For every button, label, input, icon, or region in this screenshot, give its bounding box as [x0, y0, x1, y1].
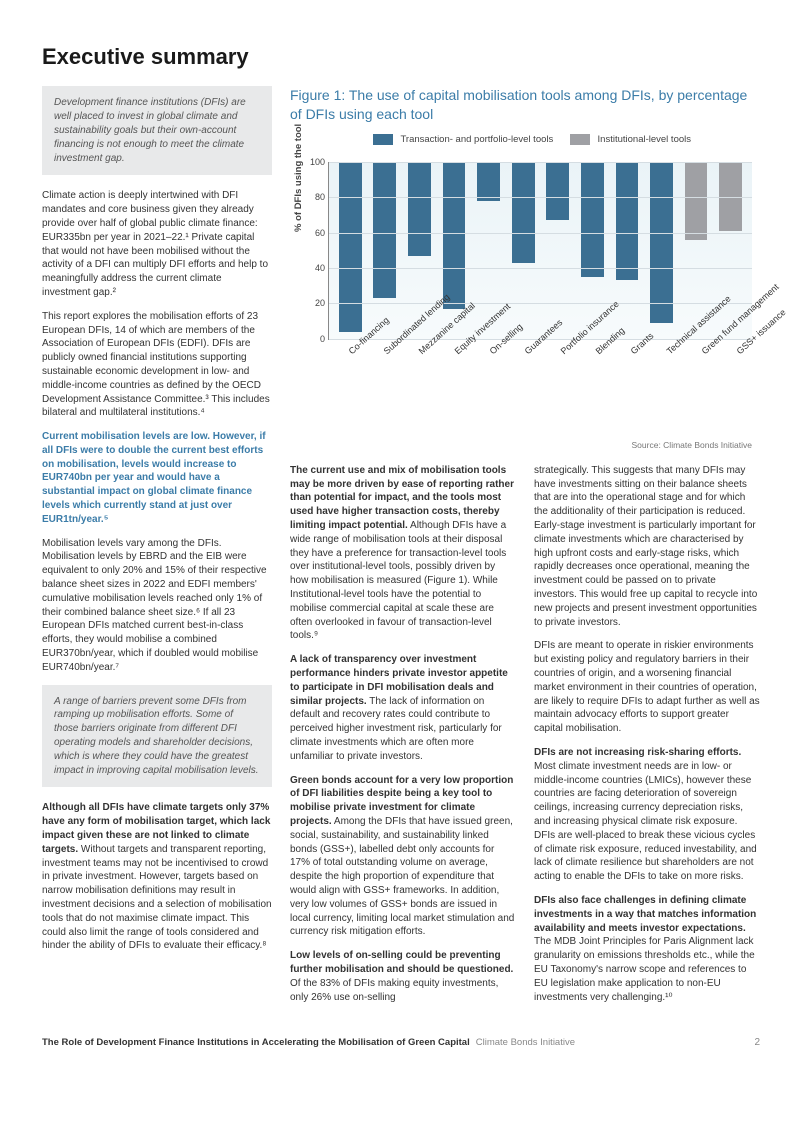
gridline — [329, 233, 752, 234]
y-tick: 100 — [299, 156, 325, 168]
y-tick: 80 — [299, 191, 325, 203]
page-footer: The Role of Development Finance Institut… — [42, 1036, 760, 1050]
gridline — [329, 268, 752, 269]
mid-para-3: Green bonds account for a very low propo… — [290, 774, 516, 940]
x-label-cell: Blending — [575, 342, 610, 452]
legend-swatch-1 — [373, 134, 393, 145]
bars-container — [329, 162, 752, 339]
x-labels: Co-financingSubordinated lendingMezzanin… — [328, 342, 752, 452]
figure-title: Figure 1: The use of capital mobilisatio… — [290, 86, 760, 122]
x-label-cell: Mezzanine capital — [399, 342, 434, 452]
mid-para-2: A lack of transparency over investment p… — [290, 653, 516, 763]
lower-columns: The current use and mix of mobilisation … — [290, 464, 760, 1014]
bar — [616, 162, 639, 281]
right-column: strategically. This suggests that many D… — [534, 464, 760, 1014]
legend-label-2: Institutional-level tools — [598, 134, 691, 145]
x-label-cell: Subordinated lending — [363, 342, 398, 452]
bar — [408, 162, 431, 256]
legend-label-1: Transaction- and portfolio-level tools — [400, 134, 553, 145]
right-para-1: strategically. This suggests that many D… — [534, 464, 760, 630]
gridline — [329, 162, 752, 163]
left-emphasis: Current mobilisation levels are low. How… — [42, 430, 272, 527]
x-label-cell: Co-financing — [328, 342, 363, 452]
x-label-cell: GSS+ issuance — [717, 342, 752, 452]
intro-callout: Development finance institutions (DFIs) … — [42, 86, 272, 175]
bar-column — [644, 162, 679, 339]
right-para-4: DFIs also face challenges in defining cl… — [534, 894, 760, 1004]
barriers-callout: A range of barriers prevent some DFIs fr… — [42, 685, 272, 788]
right-area: Figure 1: The use of capital mobilisatio… — [290, 86, 760, 1014]
mid-para-1: The current use and mix of mobilisation … — [290, 464, 516, 643]
left-para-2: This report explores the mobilisation ef… — [42, 310, 272, 420]
y-tick: 20 — [299, 297, 325, 309]
bar-column — [368, 162, 403, 339]
right-para-3: DFIs are not increasing risk-sharing eff… — [534, 746, 760, 884]
mid-para-4: Low levels of on-selling could be preven… — [290, 949, 516, 1004]
x-label-cell: Portfolio insurance — [540, 342, 575, 452]
x-label-cell: Green fund management — [681, 342, 716, 452]
page-title: Executive summary — [42, 42, 760, 72]
left-para-4: Although all DFIs have climate targets o… — [42, 801, 272, 953]
footer-org: Climate Bonds Initiative — [476, 1036, 575, 1049]
x-label-cell: Equity investment — [434, 342, 469, 452]
mid-column: The current use and mix of mobilisation … — [290, 464, 516, 1014]
chart-source: Source: Climate Bonds Initiative — [632, 440, 752, 452]
x-label-cell: Guarantees — [505, 342, 540, 452]
bar-column — [506, 162, 541, 339]
bar-column — [540, 162, 575, 339]
bar — [477, 162, 500, 201]
legend-swatch-2 — [570, 134, 590, 145]
plot-area: 020406080100 — [328, 162, 752, 340]
left-para-1: Climate action is deeply intertwined wit… — [42, 189, 272, 299]
footer-title: The Role of Development Finance Institut… — [42, 1036, 470, 1049]
x-label-cell: On-selling — [469, 342, 504, 452]
bar — [512, 162, 535, 263]
x-label-cell: Technical assistance — [646, 342, 681, 452]
x-label-cell: Grants — [611, 342, 646, 452]
y-tick: 0 — [299, 333, 325, 345]
bar — [650, 162, 673, 323]
left-para-3: Mobilisation levels vary among the DFIs.… — [42, 537, 272, 675]
gridline — [329, 197, 752, 198]
y-axis-label: % of DFIs using the tool — [292, 124, 305, 232]
bar-chart: % of DFIs using the tool 020406080100 Co… — [290, 152, 760, 452]
bar — [685, 162, 708, 240]
bar — [581, 162, 604, 277]
bar — [373, 162, 396, 298]
gridline — [329, 303, 752, 304]
bar-column — [333, 162, 368, 339]
page-number: 2 — [754, 1036, 760, 1050]
top-section: Development finance institutions (DFIs) … — [42, 86, 760, 1014]
bar — [339, 162, 362, 332]
chart-legend: Transaction- and portfolio-level tools I… — [290, 133, 760, 146]
y-tick: 40 — [299, 262, 325, 274]
bar — [546, 162, 569, 220]
left-column: Development finance institutions (DFIs) … — [42, 86, 272, 1014]
right-para-2: DFIs are meant to operate in riskier env… — [534, 639, 760, 736]
bar — [443, 162, 466, 309]
y-tick: 60 — [299, 226, 325, 238]
